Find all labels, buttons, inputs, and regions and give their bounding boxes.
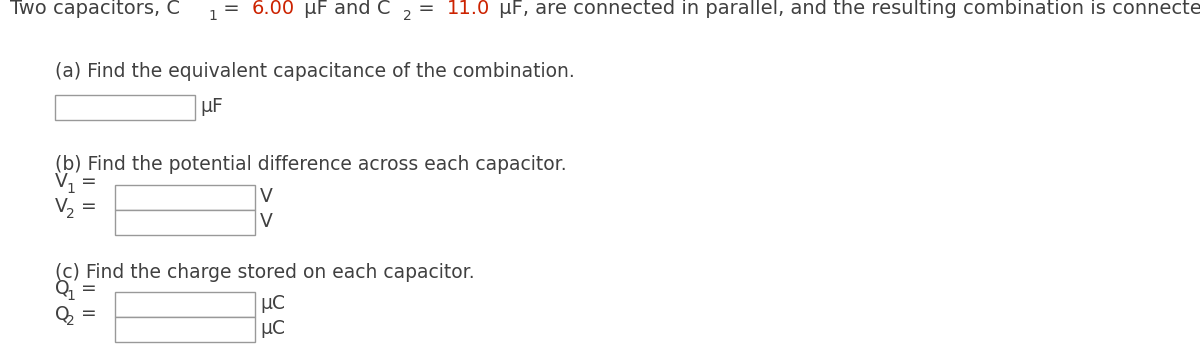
Text: =: = xyxy=(74,197,96,216)
Text: 11.0: 11.0 xyxy=(446,0,490,18)
Text: =: = xyxy=(74,304,96,323)
Text: 1: 1 xyxy=(209,9,217,23)
Text: Q: Q xyxy=(55,279,70,298)
Text: 2: 2 xyxy=(66,207,74,221)
Text: 1: 1 xyxy=(66,289,76,303)
Text: =: = xyxy=(74,279,96,298)
Text: μC: μC xyxy=(260,319,286,338)
FancyBboxPatch shape xyxy=(115,317,256,342)
Text: μF and C: μF and C xyxy=(299,0,391,18)
FancyBboxPatch shape xyxy=(115,292,256,317)
FancyBboxPatch shape xyxy=(115,210,256,235)
Text: =: = xyxy=(74,172,96,191)
Text: =: = xyxy=(217,0,246,18)
Text: (a) Find the equivalent capacitance of the combination.: (a) Find the equivalent capacitance of t… xyxy=(55,62,575,81)
Text: V: V xyxy=(260,212,272,231)
Text: =: = xyxy=(412,0,440,18)
Text: (c) Find the charge stored on each capacitor.: (c) Find the charge stored on each capac… xyxy=(55,263,475,282)
Text: 1: 1 xyxy=(66,182,76,196)
Text: Q: Q xyxy=(55,304,70,323)
Text: μF, are connected in parallel, and the resulting combination is connected to a 9: μF, are connected in parallel, and the r… xyxy=(493,0,1200,18)
Text: V: V xyxy=(55,172,68,191)
Text: (b) Find the potential difference across each capacitor.: (b) Find the potential difference across… xyxy=(55,155,566,174)
FancyBboxPatch shape xyxy=(55,95,194,120)
Text: Two capacitors, C: Two capacitors, C xyxy=(10,0,180,18)
Text: 2: 2 xyxy=(403,9,412,23)
Text: μC: μC xyxy=(260,294,286,313)
Text: V: V xyxy=(55,197,68,216)
Text: μF: μF xyxy=(200,97,223,116)
Text: V: V xyxy=(260,187,272,206)
Text: 6.00: 6.00 xyxy=(252,0,295,18)
FancyBboxPatch shape xyxy=(115,185,256,210)
Text: 2: 2 xyxy=(66,314,74,328)
